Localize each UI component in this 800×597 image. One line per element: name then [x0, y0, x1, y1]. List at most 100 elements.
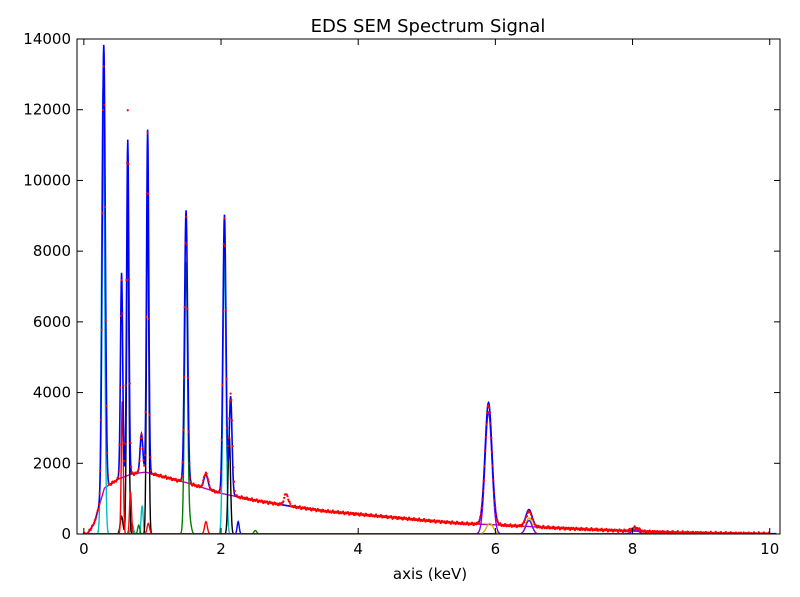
measured-signal-point — [526, 511, 529, 515]
x-axis-label: axis (keV) — [393, 565, 467, 583]
measured-signal-point — [670, 531, 673, 534]
measured-signal-point — [184, 215, 188, 218]
measured-signal-point — [562, 526, 566, 529]
measured-signal-point — [206, 478, 210, 481]
measured-signal-point — [489, 422, 492, 425]
measured-signal-point — [169, 476, 173, 479]
measured-signal-point — [532, 520, 535, 523]
measured-signal-point — [531, 518, 535, 521]
y-tick-label: 12000 — [23, 101, 71, 119]
measured-signal-point — [481, 489, 485, 493]
measured-signal-point — [187, 430, 190, 433]
measured-signal-point — [219, 471, 223, 474]
measured-signal-point — [504, 523, 507, 526]
measured-signal-point — [482, 479, 485, 482]
measured-signal-point — [488, 411, 491, 414]
measured-signal-point — [492, 491, 496, 494]
measured-signal-point — [183, 306, 186, 309]
measured-signal-point — [205, 472, 208, 475]
measured-signal-point — [206, 475, 209, 479]
measured-signal-point — [233, 489, 236, 493]
y-tick-label: 0 — [61, 525, 71, 543]
measured-signal-point — [309, 507, 312, 510]
measured-signal-point — [471, 522, 474, 525]
measured-signal-point — [287, 498, 290, 501]
measured-signal-point — [115, 478, 118, 481]
measured-signal-point — [159, 473, 162, 476]
measured-signal-point — [187, 376, 190, 379]
measured-signal-point — [95, 516, 98, 519]
measured-signal-point — [203, 474, 206, 478]
measured-signal-point — [141, 436, 144, 440]
measured-signal-point — [96, 509, 99, 512]
measured-signal-point — [118, 443, 121, 446]
axis-ticks: 0 2 4 6 8 10 0 2000 4000 6000 8000 10000 12000 14000 — [23, 30, 780, 558]
measured-signal-point — [127, 162, 130, 165]
measured-signal-point — [143, 454, 146, 457]
measured-signal-point — [120, 278, 123, 282]
measured-signal-point — [529, 511, 532, 514]
y-tick-label: 6000 — [33, 313, 71, 331]
measured-signal-point — [225, 377, 228, 380]
measured-signal-point — [188, 462, 191, 465]
measured-signal-point — [492, 479, 495, 482]
y-tick-label: 10000 — [23, 171, 71, 189]
measured-signal-point — [232, 466, 235, 469]
measured-signal-point — [149, 456, 152, 459]
measured-signal-point — [104, 319, 107, 323]
measured-signal-point — [226, 444, 229, 447]
measured-signal-point — [98, 492, 101, 495]
measured-signal-point — [495, 517, 498, 520]
measured-signal-point — [95, 512, 98, 515]
measured-signal-point — [352, 512, 355, 515]
measured-signal-point — [106, 473, 109, 476]
measured-signal-point — [213, 489, 216, 492]
measured-signal-point — [231, 445, 234, 448]
measured-signal-point — [104, 205, 107, 208]
measured-signal-point — [185, 243, 188, 246]
measured-signal-point — [149, 469, 153, 472]
measured-signal-point — [483, 465, 486, 468]
measured-signal-point — [494, 513, 498, 516]
measured-signal-point — [428, 518, 431, 522]
measured-signal-point — [461, 521, 464, 524]
measured-signal-point — [221, 310, 225, 313]
measured-signal-point — [125, 278, 128, 282]
measured-signal-point — [223, 217, 226, 220]
measured-signal-point — [226, 426, 229, 429]
measured-signal-point — [496, 519, 499, 522]
measured-signal-point — [89, 528, 92, 532]
measured-signal-point — [552, 525, 555, 528]
measured-signal-point — [444, 522, 448, 525]
measured-signal-point — [286, 495, 289, 498]
chart-title: EDS SEM Spectrum Signal — [311, 16, 546, 37]
measured-signal-point — [184, 241, 187, 244]
measured-signal-point — [277, 504, 280, 507]
measured-signal-point — [103, 103, 106, 107]
measured-signal-point — [102, 65, 105, 68]
measured-signal-point — [123, 460, 126, 463]
measured-signal-point — [488, 406, 491, 409]
y-tick-label: 8000 — [33, 242, 71, 260]
measured-signal-point — [147, 317, 151, 320]
measured-signal-point — [130, 465, 133, 468]
measured-signal-point — [182, 375, 186, 379]
measured-signal-point — [521, 524, 524, 528]
measured-signal-point — [230, 419, 234, 422]
measured-signal-point — [285, 493, 288, 496]
measured-signal-point — [117, 476, 120, 479]
measured-signal-point — [128, 382, 131, 385]
measured-signal-point — [141, 447, 144, 450]
measured-signal-point — [154, 472, 157, 475]
measured-signal-point — [99, 418, 103, 422]
measured-signal-point — [478, 518, 481, 521]
measured-signal-point — [218, 490, 221, 493]
measured-signal-point — [90, 527, 93, 530]
measured-signal-point — [288, 500, 291, 503]
measured-signal-point — [484, 435, 487, 438]
x-tick-label: 2 — [216, 540, 226, 558]
measured-signal-point — [93, 521, 96, 524]
measured-signal-point — [174, 477, 177, 480]
